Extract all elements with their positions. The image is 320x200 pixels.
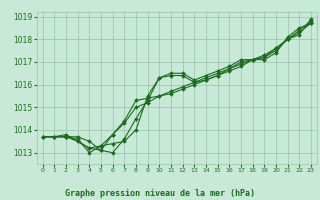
Text: Graphe pression niveau de la mer (hPa): Graphe pression niveau de la mer (hPa): [65, 189, 255, 198]
